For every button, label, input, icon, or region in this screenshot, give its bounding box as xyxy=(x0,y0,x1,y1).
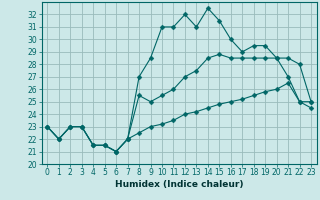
X-axis label: Humidex (Indice chaleur): Humidex (Indice chaleur) xyxy=(115,180,244,189)
